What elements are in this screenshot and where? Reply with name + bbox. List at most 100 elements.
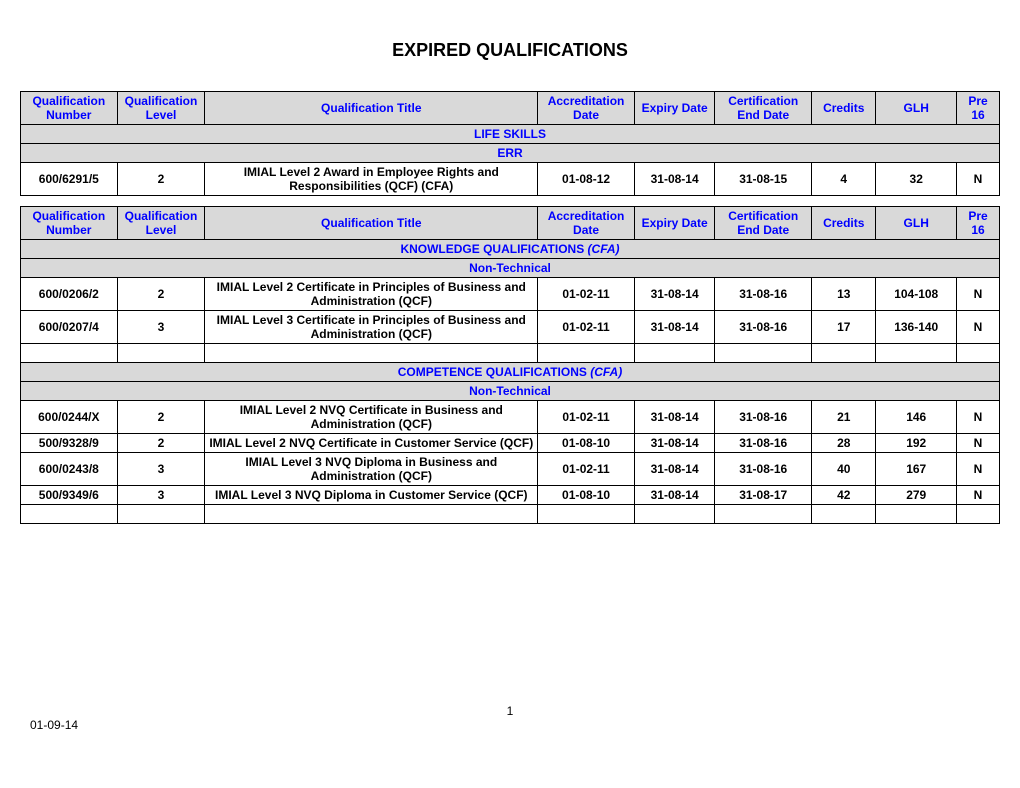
- table-row: 500/9349/6 3 IMIAL Level 3 NVQ Diploma i…: [21, 486, 1000, 505]
- qualifications-table-1: Qualification Number Qualification Level…: [20, 91, 1000, 196]
- table-header-row: Qualification Number Qualification Level…: [21, 207, 1000, 240]
- col-header-qualification-level: Qualification Level: [117, 92, 205, 125]
- cell-qnum: 600/0206/2: [21, 278, 118, 311]
- cell-title: IMIAL Level 2 Award in Employee Rights a…: [205, 163, 538, 196]
- subsection-header-non-technical: Non-Technical: [21, 259, 1000, 278]
- cell-certdate: 31-08-16: [715, 434, 812, 453]
- cell-expdate: 31-08-14: [634, 163, 715, 196]
- cell-title: IMIAL Level 3 NVQ Diploma in Business an…: [205, 453, 538, 486]
- cell-accdate: 01-08-10: [538, 486, 635, 505]
- cell-qnum: 500/9349/6: [21, 486, 118, 505]
- cell-title: IMIAL Level 3 Certificate in Principles …: [205, 311, 538, 344]
- cell-qnum: 600/0244/X: [21, 401, 118, 434]
- cell-pre16: N: [956, 278, 999, 311]
- col-header-pre-16: Pre 16: [956, 92, 999, 125]
- cell-glh: 167: [876, 453, 957, 486]
- cell-expdate: 31-08-14: [634, 486, 715, 505]
- section-header-competence-qualifications: COMPETENCE QUALIFICATIONS (CFA): [21, 363, 1000, 382]
- cell-certdate: 31-08-16: [715, 401, 812, 434]
- cell-level: 2: [117, 163, 205, 196]
- cell-certdate: 31-08-16: [715, 278, 812, 311]
- col-header-qualification-level: Qualification Level: [117, 207, 205, 240]
- cell-title: IMIAL Level 2 Certificate in Principles …: [205, 278, 538, 311]
- table-row: 600/0206/2 2 IMIAL Level 2 Certificate i…: [21, 278, 1000, 311]
- cell-title: IMIAL Level 2 NVQ Certificate in Busines…: [205, 401, 538, 434]
- col-header-certification-end-date: Certification End Date: [715, 92, 812, 125]
- cell-qnum: 600/0243/8: [21, 453, 118, 486]
- cell-pre16: N: [956, 434, 999, 453]
- section-header-suffix: (CFA): [588, 242, 620, 256]
- col-header-certification-end-date: Certification End Date: [715, 207, 812, 240]
- section-header-life-skills: LIFE SKILLS: [21, 125, 1000, 144]
- cell-glh: 146: [876, 401, 957, 434]
- cell-credits: 4: [812, 163, 876, 196]
- col-header-credits: Credits: [812, 207, 876, 240]
- cell-level: 3: [117, 486, 205, 505]
- cell-accdate: 01-02-11: [538, 311, 635, 344]
- cell-certdate: 31-08-17: [715, 486, 812, 505]
- table-header-row: Qualification Number Qualification Level…: [21, 92, 1000, 125]
- cell-qnum: 600/0207/4: [21, 311, 118, 344]
- cell-accdate: 01-02-11: [538, 401, 635, 434]
- cell-pre16: N: [956, 486, 999, 505]
- cell-glh: 279: [876, 486, 957, 505]
- cell-accdate: 01-08-12: [538, 163, 635, 196]
- empty-row: [21, 505, 1000, 524]
- cell-qnum: 500/9328/9: [21, 434, 118, 453]
- qualifications-table-2: Qualification Number Qualification Level…: [20, 206, 1000, 524]
- cell-glh: 136-140: [876, 311, 957, 344]
- section-header-prefix: COMPETENCE QUALIFICATIONS: [398, 365, 590, 379]
- col-header-pre-16: Pre 16: [956, 207, 999, 240]
- table-row: 600/6291/5 2 IMIAL Level 2 Award in Empl…: [21, 163, 1000, 196]
- cell-credits: 28: [812, 434, 876, 453]
- cell-expdate: 31-08-14: [634, 434, 715, 453]
- page-number: 1: [20, 704, 1000, 718]
- cell-credits: 13: [812, 278, 876, 311]
- col-header-expiry-date: Expiry Date: [634, 207, 715, 240]
- subsection-header-err: ERR: [21, 144, 1000, 163]
- cell-qnum: 600/6291/5: [21, 163, 118, 196]
- cell-accdate: 01-02-11: [538, 453, 635, 486]
- col-header-expiry-date: Expiry Date: [634, 92, 715, 125]
- table-row: 600/0244/X 2 IMIAL Level 2 NVQ Certifica…: [21, 401, 1000, 434]
- cell-glh: 32: [876, 163, 957, 196]
- cell-certdate: 31-08-16: [715, 453, 812, 486]
- cell-level: 2: [117, 434, 205, 453]
- subsection-header-non-technical: Non-Technical: [21, 382, 1000, 401]
- cell-glh: 192: [876, 434, 957, 453]
- cell-pre16: N: [956, 401, 999, 434]
- col-header-qualification-number: Qualification Number: [21, 92, 118, 125]
- section-header-prefix: KNOWLEDGE QUALIFICATIONS: [400, 242, 587, 256]
- cell-certdate: 31-08-16: [715, 311, 812, 344]
- cell-credits: 17: [812, 311, 876, 344]
- cell-level: 2: [117, 401, 205, 434]
- table-row: 600/0243/8 3 IMIAL Level 3 NVQ Diploma i…: [21, 453, 1000, 486]
- cell-level: 3: [117, 311, 205, 344]
- cell-accdate: 01-08-10: [538, 434, 635, 453]
- cell-credits: 21: [812, 401, 876, 434]
- cell-expdate: 31-08-14: [634, 401, 715, 434]
- cell-level: 3: [117, 453, 205, 486]
- col-header-glh: GLH: [876, 207, 957, 240]
- col-header-accreditation-date: Accreditation Date: [538, 207, 635, 240]
- cell-pre16: N: [956, 163, 999, 196]
- col-header-glh: GLH: [876, 92, 957, 125]
- section-header-suffix: (CFA): [590, 365, 622, 379]
- cell-pre16: N: [956, 311, 999, 344]
- cell-level: 2: [117, 278, 205, 311]
- cell-title: IMIAL Level 2 NVQ Certificate in Custome…: [205, 434, 538, 453]
- page-title: EXPIRED QUALIFICATIONS: [20, 40, 1000, 61]
- col-header-qualification-number: Qualification Number: [21, 207, 118, 240]
- col-header-qualification-title: Qualification Title: [205, 207, 538, 240]
- section-header-knowledge-qualifications: KNOWLEDGE QUALIFICATIONS (CFA): [21, 240, 1000, 259]
- cell-pre16: N: [956, 453, 999, 486]
- cell-title: IMIAL Level 3 NVQ Diploma in Customer Se…: [205, 486, 538, 505]
- col-header-credits: Credits: [812, 92, 876, 125]
- footer: 1 01-09-14: [20, 704, 1000, 732]
- cell-expdate: 31-08-14: [634, 453, 715, 486]
- col-header-accreditation-date: Accreditation Date: [538, 92, 635, 125]
- cell-certdate: 31-08-15: [715, 163, 812, 196]
- cell-accdate: 01-02-11: [538, 278, 635, 311]
- cell-credits: 42: [812, 486, 876, 505]
- cell-expdate: 31-08-14: [634, 311, 715, 344]
